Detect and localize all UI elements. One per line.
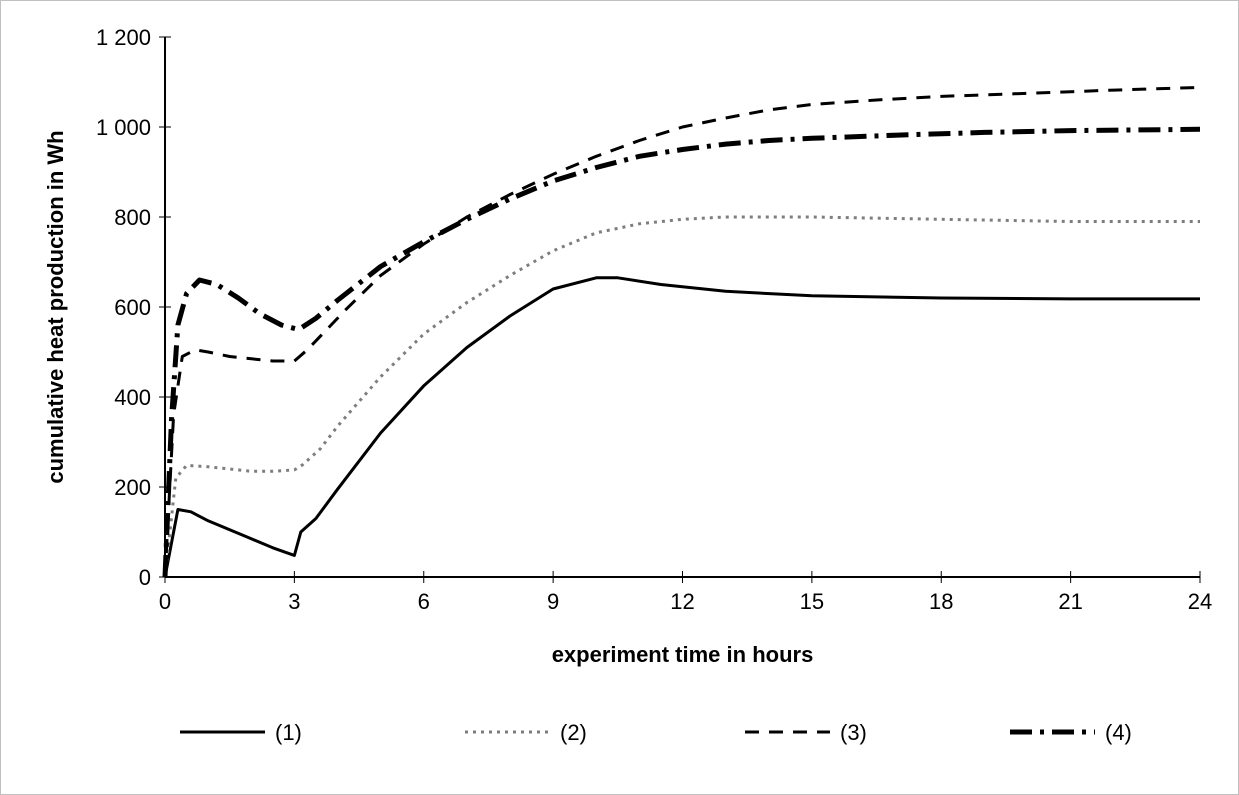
x-tick-label: 0 xyxy=(159,589,171,614)
legend-label-s4: (4) xyxy=(1105,720,1132,745)
y-axis-label: cumulative heat production in Wh xyxy=(43,130,68,483)
x-tick-label: 9 xyxy=(547,589,559,614)
chart-frame: 0 200 400 600 800 1 000 1 200 0 3 6 9 12 15 18 21 24 exp… xyxy=(0,0,1239,795)
x-tick-label: 18 xyxy=(929,589,953,614)
series-s4 xyxy=(165,129,1200,577)
x-tick-label: 21 xyxy=(1058,589,1082,614)
legend-label-s2: (2) xyxy=(560,720,587,745)
y-tick-label: 0 xyxy=(139,565,151,590)
legend-label-s3: (3) xyxy=(840,720,867,745)
x-axis-label: experiment time in hours xyxy=(552,642,814,667)
x-tick-label: 12 xyxy=(670,589,694,614)
x-tick-label: 24 xyxy=(1188,589,1212,614)
series-s2 xyxy=(165,217,1200,577)
x-tick-label: 6 xyxy=(418,589,430,614)
legend-label-s1: (1) xyxy=(275,720,302,745)
series-s1 xyxy=(165,278,1200,577)
y-tick-label: 800 xyxy=(114,205,151,230)
y-tick-label: 600 xyxy=(114,295,151,320)
y-tick-label: 200 xyxy=(114,475,151,500)
y-tick-label: 400 xyxy=(114,385,151,410)
chart-container: 0 200 400 600 800 1 000 1 200 0 3 6 9 12 15 18 21 24 exp… xyxy=(25,17,1214,778)
x-tick-label: 3 xyxy=(288,589,300,614)
line-chart: 0 200 400 600 800 1 000 1 200 0 3 6 9 12 15 18 21 24 exp… xyxy=(25,17,1216,780)
y-tick-label: 1 200 xyxy=(96,25,151,50)
x-tick-label: 15 xyxy=(800,589,824,614)
series-s3 xyxy=(165,87,1200,577)
y-tick-label: 1 000 xyxy=(96,115,151,140)
